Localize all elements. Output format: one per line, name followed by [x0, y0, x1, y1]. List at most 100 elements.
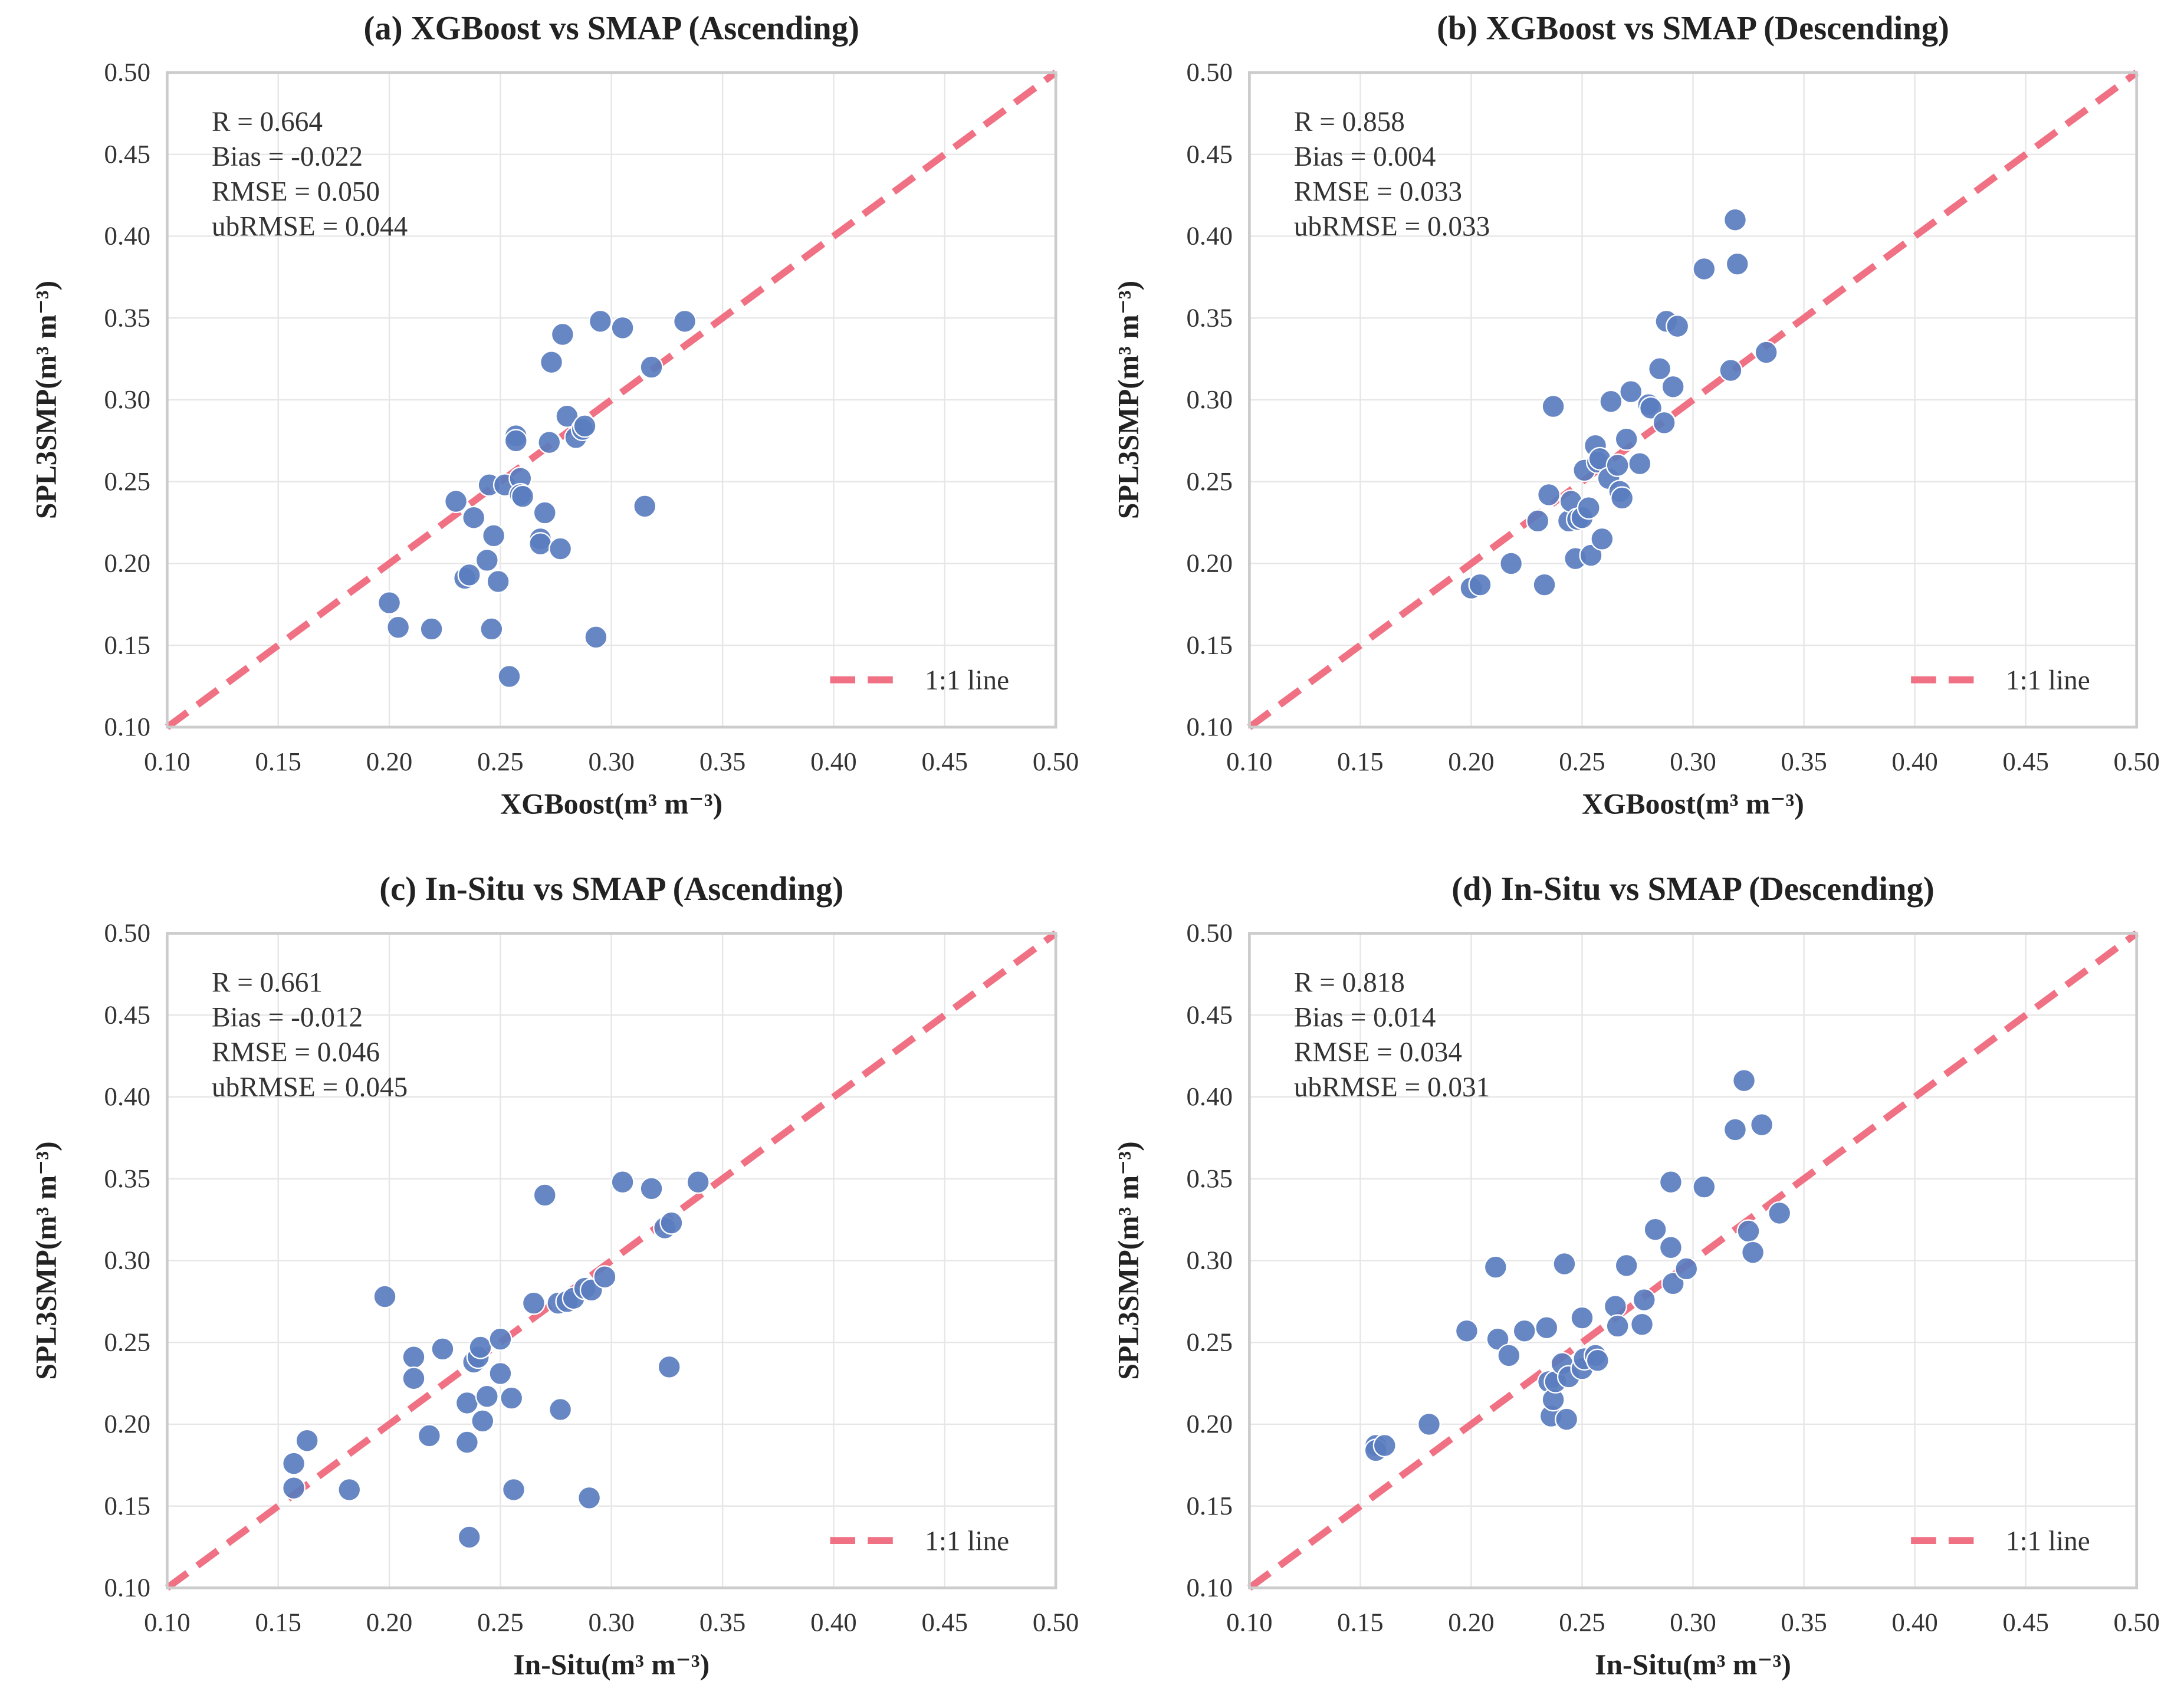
y-tick-label: 0.45	[104, 139, 151, 169]
x-tick-label: 0.20	[1448, 747, 1495, 776]
x-axis-label: XGBoost(m³ m⁻³)	[1582, 787, 1804, 820]
stat-text: Bias = 0.014	[1294, 1003, 1436, 1033]
x-tick-label: 0.20	[1448, 1608, 1495, 1637]
data-point	[533, 1183, 557, 1207]
y-axis-label: SPL3SMP(m³ m⁻³)	[29, 281, 62, 519]
chart-title: (d) In-Situ vs SMAP (Descending)	[1451, 871, 1934, 908]
data-point	[659, 1211, 684, 1235]
one-to-one-line	[165, 930, 1058, 1591]
scatter-panel-a: 0.10 0.15 0.20 0.25 0.30 0.35 0.40 0.45 0.50 0.10…	[29, 10, 1079, 820]
y-tick-label: 0.40	[1187, 221, 1233, 251]
y-axis-label: SPL3SMP(m³ m⁻³)	[29, 1141, 62, 1379]
legend-label: 1:1 line	[925, 665, 1009, 696]
data-point	[1658, 1170, 1683, 1194]
chart-title: (b) XGBoost vs SMAP (Descending)	[1437, 10, 1949, 47]
data-point	[1468, 573, 1492, 597]
data-point	[468, 1335, 492, 1359]
data-point	[1512, 1319, 1536, 1343]
x-tick-label: 0.25	[477, 1608, 524, 1637]
data-point	[1610, 486, 1634, 510]
y-axis-label: SPL3SMP(m³ m⁻³)	[1112, 281, 1144, 519]
one-to-one-line	[165, 70, 1058, 730]
y-tick-label: 0.20	[1187, 1409, 1233, 1438]
data-point	[1577, 496, 1601, 520]
data-point	[521, 1291, 546, 1315]
scatter-panel-c: 0.10 0.15 0.20 0.25 0.30 0.35 0.40 0.45 0.50 0.10…	[29, 871, 1079, 1681]
data-point	[1741, 1240, 1765, 1264]
data-point	[584, 625, 608, 649]
y-tick-label: 0.50	[1187, 918, 1233, 948]
data-point	[457, 563, 481, 587]
data-point	[1768, 1201, 1792, 1226]
data-point	[1555, 1407, 1579, 1431]
data-point	[402, 1345, 426, 1369]
data-point	[657, 1355, 681, 1379]
y-tick-label: 0.40	[1187, 1082, 1233, 1111]
data-point	[1692, 257, 1716, 281]
x-tick-label: 0.50	[2113, 1608, 2160, 1637]
x-tick-label: 0.10	[144, 1608, 191, 1637]
y-tick-label: 0.45	[104, 1000, 151, 1029]
stat-text: ubRMSE = 0.033	[1294, 211, 1490, 242]
data-point	[593, 1265, 617, 1289]
data-point	[539, 350, 564, 374]
data-point	[482, 524, 506, 548]
x-tick-label: 0.45	[2002, 747, 2049, 776]
x-tick-label: 0.30	[1670, 747, 1716, 776]
data-point	[1483, 1255, 1508, 1279]
data-point	[573, 414, 597, 438]
x-tick-label: 0.45	[2002, 1608, 2049, 1637]
y-tick-label: 0.30	[104, 1246, 151, 1275]
y-tick-label: 0.25	[104, 1327, 151, 1356]
data-point	[1605, 453, 1630, 478]
data-point	[1652, 410, 1676, 435]
y-tick-label: 0.10	[104, 1573, 151, 1602]
data-point	[480, 617, 504, 641]
chart-title: (a) XGBoost vs SMAP (Ascending)	[364, 10, 859, 47]
data-point	[1628, 452, 1652, 476]
data-point	[486, 569, 510, 594]
plot-frame	[166, 71, 1057, 729]
y-tick-label: 0.30	[104, 385, 151, 414]
data-point	[1661, 374, 1685, 399]
data-point	[282, 1476, 306, 1500]
x-tick-label: 0.15	[1337, 747, 1384, 776]
data-point	[475, 1384, 499, 1408]
x-tick-label: 0.25	[477, 747, 524, 776]
data-point	[1605, 1314, 1630, 1338]
data-point	[1486, 1327, 1510, 1351]
x-tick-label: 0.40	[810, 747, 857, 776]
x-tick-label: 0.40	[1891, 747, 1938, 776]
y-tick-label: 0.40	[104, 221, 151, 251]
x-tick-label: 0.10	[1226, 1608, 1273, 1637]
x-tick-label: 0.25	[1559, 1608, 1605, 1637]
data-point	[1603, 1295, 1627, 1319]
stat-text: RMSE = 0.046	[212, 1037, 380, 1068]
x-tick-label: 0.35	[699, 747, 746, 776]
data-point	[444, 489, 468, 514]
data-point	[1619, 380, 1643, 404]
data-point	[1666, 314, 1690, 339]
y-tick-label: 0.25	[1187, 1327, 1233, 1356]
data-point	[488, 1361, 513, 1385]
data-point	[1372, 1433, 1397, 1458]
stat-text: R = 0.664	[212, 107, 323, 137]
data-point	[533, 501, 557, 525]
data-point	[1552, 1251, 1577, 1276]
x-tick-label: 0.50	[1033, 1608, 1079, 1637]
data-point	[282, 1451, 306, 1476]
data-point	[555, 404, 579, 428]
y-tick-label: 0.20	[104, 1409, 151, 1438]
data-point	[475, 548, 499, 572]
plot-frame	[166, 932, 1057, 1589]
data-point	[639, 355, 664, 379]
data-point	[639, 1177, 664, 1201]
stat-text: ubRMSE = 0.045	[212, 1072, 408, 1103]
stat-text: RMSE = 0.033	[1294, 176, 1462, 207]
data-point	[1614, 1253, 1638, 1277]
data-point	[1632, 1287, 1656, 1312]
x-tick-label: 0.35	[699, 1608, 746, 1637]
data-point	[588, 309, 612, 333]
y-tick-label: 0.35	[1187, 1164, 1233, 1193]
x-axis-label: In-Situ(m³ m⁻³)	[513, 1648, 710, 1681]
